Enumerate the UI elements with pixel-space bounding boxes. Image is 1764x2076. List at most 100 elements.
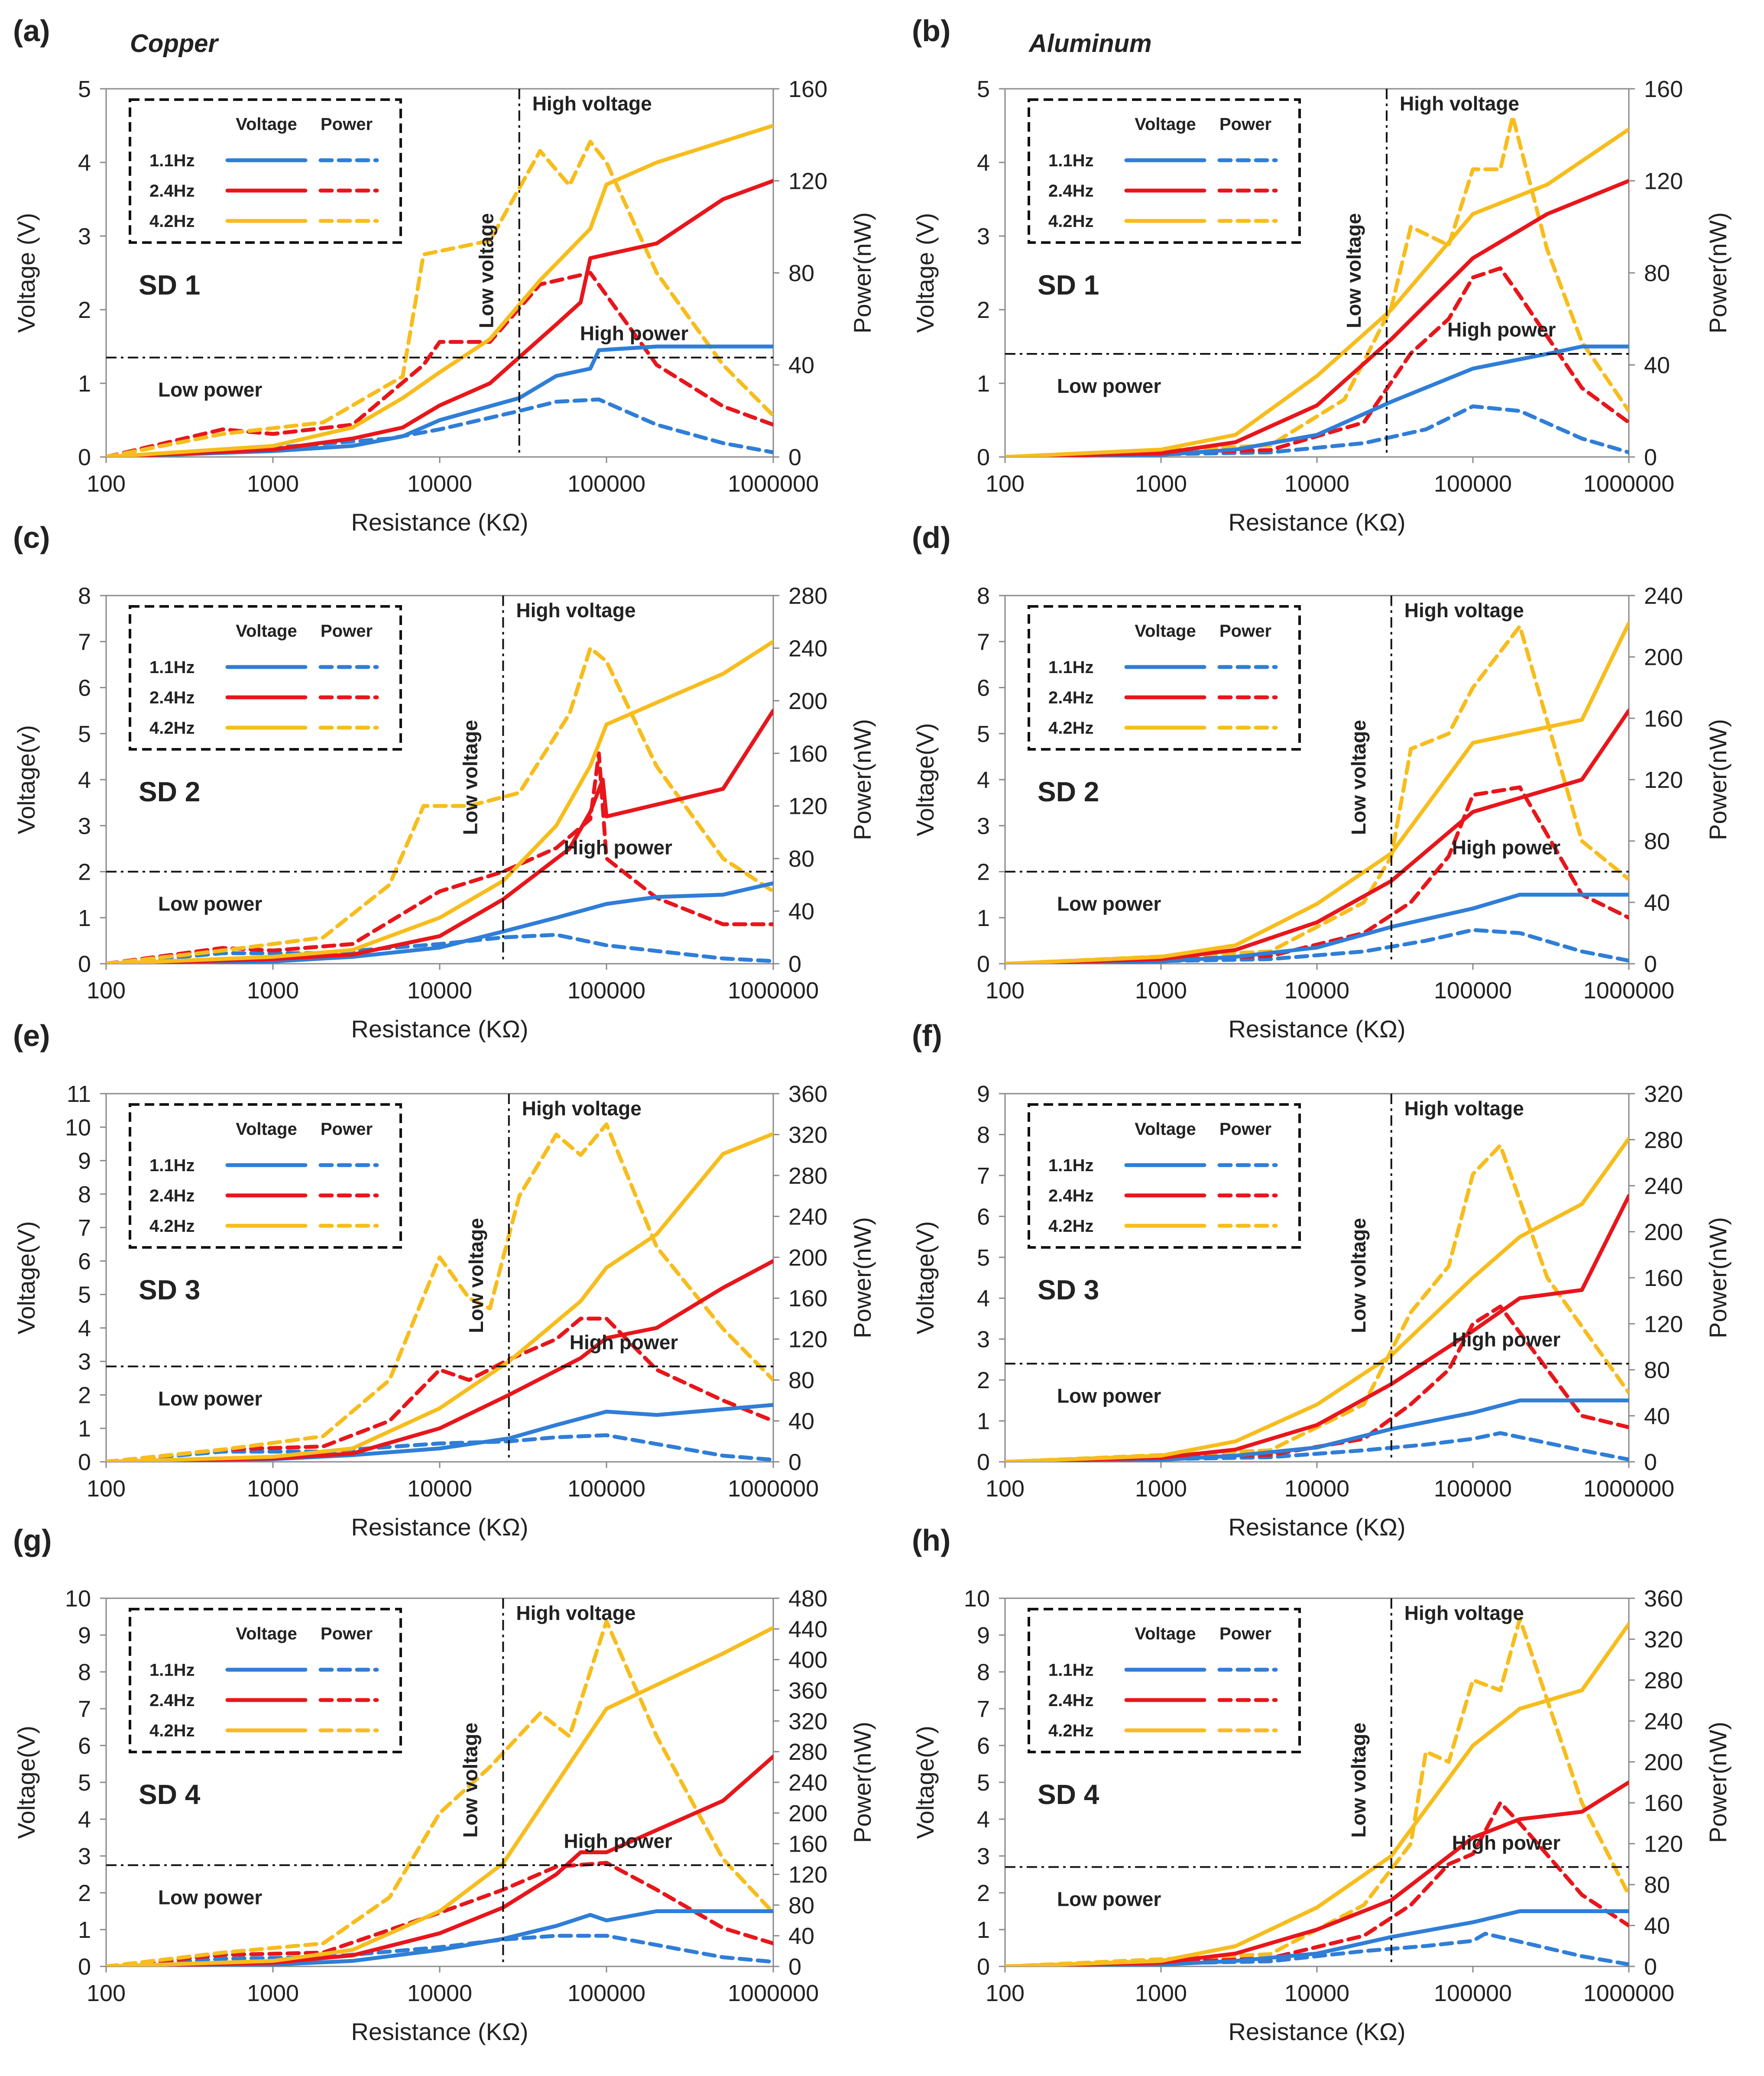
y2-tick-label: 440 xyxy=(788,1616,827,1642)
x-tick-label: 100000 xyxy=(567,1476,645,1502)
x-tick-label: 100000 xyxy=(1434,1980,1512,2006)
legend-power-header: Power xyxy=(1219,1120,1271,1139)
low-voltage-label: Low voltage xyxy=(475,213,498,328)
legend-frequency-label: 4.2Hz xyxy=(149,1721,195,1740)
x-tick-label: 100000 xyxy=(1434,471,1512,497)
y2-tick-label: 160 xyxy=(1644,1265,1683,1291)
y2-tick-label: 80 xyxy=(1644,260,1670,286)
x-axis-label: Resistance (KΩ) xyxy=(351,508,528,536)
y-tick-label: 5 xyxy=(977,1770,990,1796)
voltage-series-1.1Hz xyxy=(106,344,773,457)
y2-axis-label: Power(nW) xyxy=(1704,1722,1732,1843)
x-axis-label: Resistance (KΩ) xyxy=(351,1513,528,1541)
y2-tick-label: 0 xyxy=(788,951,801,977)
y-tick-label: 0 xyxy=(977,1954,990,1980)
x-tick-label: 100 xyxy=(87,1476,126,1502)
y2-tick-label: 240 xyxy=(1644,583,1683,609)
y-tick-label: 3 xyxy=(78,1843,91,1869)
power-series-4.2Hz xyxy=(106,1122,773,1462)
y2-tick-label: 120 xyxy=(788,1327,827,1353)
low-voltage-label: Low voltage xyxy=(1347,720,1370,835)
y-tick-label: 9 xyxy=(977,1623,990,1648)
x-tick-label: 100 xyxy=(87,471,126,497)
x-tick-label: 1000000 xyxy=(1583,471,1674,497)
high-power-label: High power xyxy=(570,1331,678,1354)
y2-tick-label: 280 xyxy=(1644,1127,1683,1153)
y-tick-label: 5 xyxy=(977,721,990,747)
series-group xyxy=(106,123,773,457)
y2-axis-label: Power(nW) xyxy=(1704,212,1732,334)
y2-tick-label: 80 xyxy=(788,260,814,286)
series-group xyxy=(1005,114,1629,457)
y-axis-label: Voltage(V) xyxy=(911,723,939,836)
voltage-series-2.4Hz xyxy=(106,1755,773,1966)
panel-label: (b) xyxy=(912,14,950,48)
y-tick-label: 0 xyxy=(977,1449,990,1475)
x-tick-label: 1000000 xyxy=(728,1980,819,2006)
y2-tick-label: 120 xyxy=(788,168,827,194)
y-tick-label: 4 xyxy=(977,1286,990,1312)
y-tick-label: 4 xyxy=(977,767,990,793)
x-axis-label: Resistance (KΩ) xyxy=(351,2018,528,2045)
y2-tick-label: 320 xyxy=(788,1708,827,1734)
legend-frequency-label: 2.4Hz xyxy=(1048,181,1094,201)
high-power-label: High power xyxy=(580,322,689,345)
y-tick-label: 0 xyxy=(78,1449,91,1475)
legend-power-header: Power xyxy=(1219,622,1271,641)
y2-tick-label: 320 xyxy=(1644,1626,1683,1652)
x-tick-label: 10000 xyxy=(1284,1476,1349,1502)
y-tick-label: 5 xyxy=(78,721,91,747)
legend-frequency-label: 2.4Hz xyxy=(149,688,195,707)
legend-frequency-label: 1.1Hz xyxy=(1048,1661,1094,1680)
power-series-1.1Hz xyxy=(1005,1931,1629,1966)
series-group xyxy=(1005,1137,1629,1462)
y2-tick-label: 80 xyxy=(788,846,814,872)
legend-voltage-header: Voltage xyxy=(1135,115,1196,134)
legend-box xyxy=(1028,1608,1301,1753)
y2-axis-label: Power(nW) xyxy=(1704,719,1732,840)
x-tick-label: 1000000 xyxy=(1583,1980,1674,2006)
y-tick-label: 4 xyxy=(78,767,91,793)
legend-box xyxy=(129,1608,402,1753)
panel-label: (a) xyxy=(13,14,50,48)
high-voltage-label: High voltage xyxy=(516,599,636,622)
y2-tick-label: 240 xyxy=(1644,1173,1683,1199)
y-tick-label: 11 xyxy=(67,1081,91,1107)
x-tick-label: 100 xyxy=(986,978,1025,1004)
y-tick-label: 4 xyxy=(977,1807,990,1833)
voltage-series-1.1Hz xyxy=(106,1909,773,1966)
low-power-label: Low power xyxy=(1057,1888,1161,1911)
x-tick-label: 1000000 xyxy=(1583,978,1674,1004)
high-voltage-label: High voltage xyxy=(532,92,652,115)
power-series-2.4Hz xyxy=(106,751,773,964)
y-tick-label: 4 xyxy=(78,1807,91,1833)
y-tick-label: 8 xyxy=(78,583,91,609)
y-tick-label: 6 xyxy=(977,675,990,701)
y-tick-label: 9 xyxy=(78,1623,91,1648)
y-tick-label: 3 xyxy=(977,813,990,839)
power-series-4.2Hz xyxy=(106,1619,773,1966)
y-tick-label: 8 xyxy=(977,1122,990,1148)
y-tick-label: 1 xyxy=(977,905,990,931)
x-tick-label: 100 xyxy=(87,1980,126,2006)
voltage-series-4.2Hz xyxy=(1005,621,1629,964)
x-tick-label: 100000 xyxy=(567,978,645,1004)
y-axis-label: Voltage(V) xyxy=(911,1726,939,1839)
y-tick-label: 1 xyxy=(977,1917,990,1943)
voltage-series-2.4Hz xyxy=(106,1259,773,1462)
voltage-series-4.2Hz xyxy=(106,639,773,964)
legend-voltage-header: Voltage xyxy=(236,1120,297,1139)
x-tick-label: 1000 xyxy=(247,978,299,1004)
x-tick-label: 10000 xyxy=(407,978,472,1004)
y-tick-label: 1 xyxy=(78,1917,91,1943)
low-power-label: Low power xyxy=(1057,893,1161,915)
power-series-2.4Hz xyxy=(106,271,773,457)
legend-frequency-label: 1.1Hz xyxy=(149,151,195,170)
y-tick-label: 6 xyxy=(78,675,91,701)
legend-frequency-label: 4.2Hz xyxy=(1048,1217,1094,1236)
